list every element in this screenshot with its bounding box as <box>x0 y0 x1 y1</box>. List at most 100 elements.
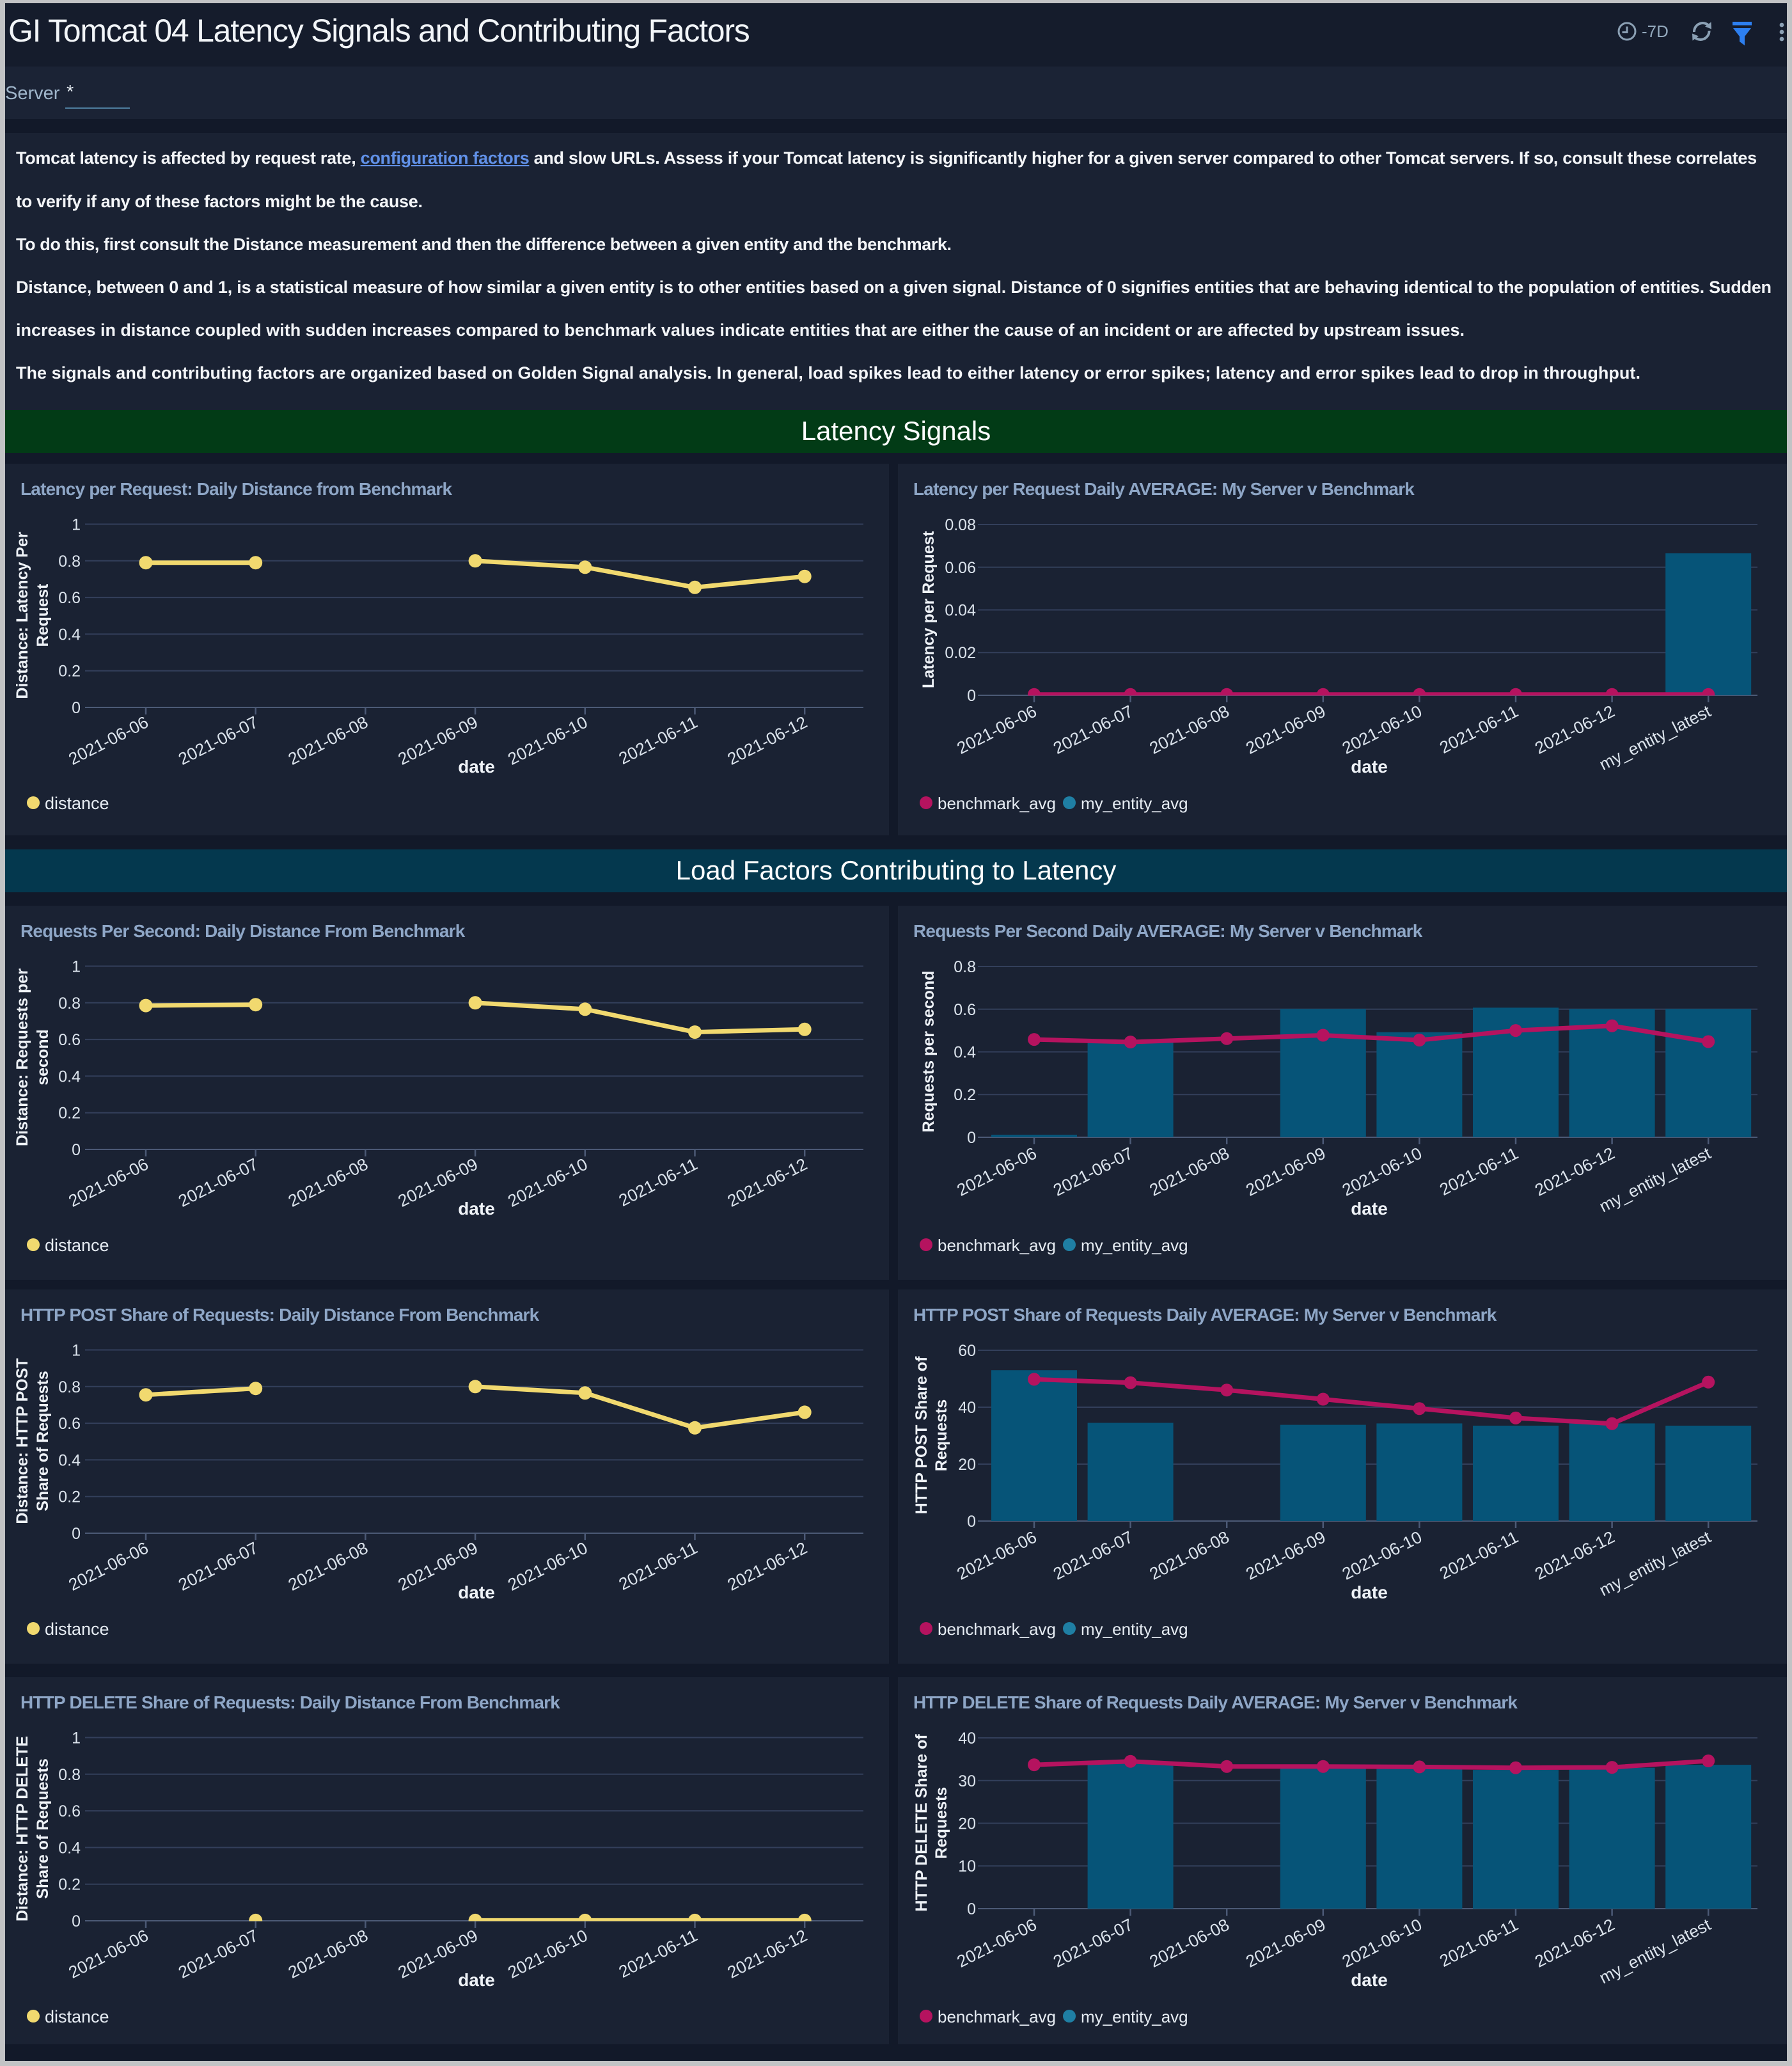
svg-text:2021-06-08: 2021-06-08 <box>285 713 371 769</box>
svg-text:30: 30 <box>958 1772 976 1790</box>
svg-text:my_entity_avg: my_entity_avg <box>1081 1236 1188 1255</box>
svg-text:20: 20 <box>958 1456 976 1474</box>
svg-text:2021-06-06: 2021-06-06 <box>65 713 151 769</box>
svg-text:0.8: 0.8 <box>58 553 81 571</box>
svg-text:Share of Requests: Share of Requests <box>34 1758 52 1899</box>
svg-text:2021-06-10: 2021-06-10 <box>505 713 590 769</box>
svg-text:0.8: 0.8 <box>954 958 976 976</box>
svg-text:0: 0 <box>967 1129 976 1147</box>
svg-text:Requests: Requests <box>932 1787 950 1859</box>
svg-text:2021-06-06: 2021-06-06 <box>954 1144 1039 1200</box>
svg-text:2021-06-10: 2021-06-10 <box>1339 1915 1425 1971</box>
svg-text:benchmark_avg: benchmark_avg <box>938 1620 1056 1639</box>
svg-text:2021-06-09: 2021-06-09 <box>1243 1915 1328 1971</box>
svg-text:2021-06-11: 2021-06-11 <box>1436 1527 1521 1583</box>
svg-text:0.4: 0.4 <box>58 626 81 643</box>
svg-text:40: 40 <box>958 1730 976 1747</box>
svg-text:Distance: HTTP DELETE: Distance: HTTP DELETE <box>13 1736 31 1921</box>
svg-text:0.2: 0.2 <box>58 663 81 681</box>
svg-text:date: date <box>1351 1199 1388 1218</box>
svg-text:2021-06-11: 2021-06-11 <box>1436 1144 1521 1199</box>
svg-text:0: 0 <box>72 1912 81 1930</box>
svg-text:0.02: 0.02 <box>945 644 976 662</box>
svg-text:date: date <box>458 1970 495 1990</box>
svg-text:0.6: 0.6 <box>58 1031 81 1049</box>
svg-text:2021-06-09: 2021-06-09 <box>1243 1527 1328 1584</box>
svg-text:0.4: 0.4 <box>58 1451 81 1469</box>
svg-text:2021-06-12: 2021-06-12 <box>725 1538 810 1595</box>
svg-text:1: 1 <box>72 958 81 976</box>
svg-text:2021-06-12: 2021-06-12 <box>1532 1915 1617 1971</box>
svg-text:HTTP POST Share of: HTTP POST Share of <box>913 1356 931 1514</box>
svg-text:20: 20 <box>958 1815 976 1833</box>
svg-text:benchmark_avg: benchmark_avg <box>938 794 1056 813</box>
svg-text:2021-06-10: 2021-06-10 <box>1339 702 1425 758</box>
svg-text:2021-06-11: 2021-06-11 <box>1436 1915 1521 1971</box>
svg-text:2021-06-08: 2021-06-08 <box>285 1155 371 1211</box>
svg-text:2021-06-06: 2021-06-06 <box>65 1926 151 1982</box>
svg-text:distance: distance <box>45 1620 109 1639</box>
svg-text:distance: distance <box>45 1236 109 1255</box>
svg-text:0.8: 0.8 <box>58 1378 81 1396</box>
svg-text:2021-06-12: 2021-06-12 <box>1532 1527 1617 1584</box>
svg-text:2021-06-10: 2021-06-10 <box>1339 1527 1425 1584</box>
svg-text:Distance: Requests per: Distance: Requests per <box>13 968 31 1146</box>
svg-text:0.8: 0.8 <box>58 1766 81 1784</box>
svg-text:0.6: 0.6 <box>58 1802 81 1820</box>
svg-text:2021-06-10: 2021-06-10 <box>505 1155 590 1211</box>
svg-text:date: date <box>458 1582 495 1602</box>
svg-text:2021-06-07: 2021-06-07 <box>175 1155 261 1211</box>
svg-text:2021-06-11: 2021-06-11 <box>616 1155 701 1210</box>
svg-text:0: 0 <box>72 1525 81 1543</box>
svg-text:Request: Request <box>34 583 52 647</box>
svg-text:2021-06-08: 2021-06-08 <box>285 1538 371 1595</box>
svg-text:2021-06-10: 2021-06-10 <box>1339 1144 1425 1200</box>
svg-text:2021-06-07: 2021-06-07 <box>175 713 261 769</box>
svg-text:1: 1 <box>72 1342 81 1360</box>
svg-text:0: 0 <box>967 1513 976 1531</box>
svg-text:2021-06-06: 2021-06-06 <box>65 1538 151 1595</box>
svg-text:2021-06-06: 2021-06-06 <box>65 1155 151 1211</box>
svg-text:2021-06-08: 2021-06-08 <box>1147 1915 1232 1971</box>
svg-text:2021-06-08: 2021-06-08 <box>285 1926 371 1982</box>
svg-text:0.6: 0.6 <box>954 1001 976 1019</box>
svg-text:0.4: 0.4 <box>58 1839 81 1857</box>
svg-text:0.8: 0.8 <box>58 995 81 1013</box>
svg-text:0: 0 <box>967 1900 976 1918</box>
svg-text:Share of Requests: Share of Requests <box>34 1371 52 1511</box>
svg-text:date: date <box>1351 1970 1388 1990</box>
svg-text:2021-06-10: 2021-06-10 <box>505 1926 590 1982</box>
svg-text:0.4: 0.4 <box>954 1044 976 1062</box>
svg-text:2021-06-07: 2021-06-07 <box>175 1926 261 1982</box>
svg-text:2021-06-08: 2021-06-08 <box>1147 1527 1232 1584</box>
svg-text:second: second <box>34 1029 52 1085</box>
svg-text:date: date <box>1351 757 1388 777</box>
svg-text:0.6: 0.6 <box>58 1415 81 1433</box>
svg-text:2021-06-08: 2021-06-08 <box>1147 702 1232 758</box>
svg-text:my_entity_avg: my_entity_avg <box>1081 1620 1188 1639</box>
svg-text:2021-06-12: 2021-06-12 <box>725 713 810 769</box>
svg-text:Requests per second: Requests per second <box>920 971 938 1133</box>
svg-text:date: date <box>1351 1582 1388 1602</box>
svg-text:my_entity_avg: my_entity_avg <box>1081 2007 1188 2026</box>
svg-text:2021-06-11: 2021-06-11 <box>616 1926 701 1982</box>
svg-text:-7D: -7D <box>1642 22 1669 41</box>
svg-text:0.04: 0.04 <box>945 602 976 620</box>
svg-text:0.2: 0.2 <box>58 1876 81 1894</box>
svg-text:2021-06-11: 2021-06-11 <box>616 713 701 768</box>
svg-text:1: 1 <box>72 516 81 534</box>
svg-text:Latency per Request: Latency per Request <box>920 530 938 688</box>
svg-text:2021-06-08: 2021-06-08 <box>1147 1144 1232 1200</box>
svg-text:date: date <box>458 757 495 777</box>
svg-text:2021-06-07: 2021-06-07 <box>175 1538 261 1595</box>
svg-text:2021-06-11: 2021-06-11 <box>1436 702 1521 757</box>
svg-text:distance: distance <box>45 794 109 813</box>
svg-text:2021-06-07: 2021-06-07 <box>1050 1144 1136 1200</box>
svg-text:Distance: HTTP POST: Distance: HTTP POST <box>13 1358 31 1524</box>
svg-text:HTTP DELETE Share of: HTTP DELETE Share of <box>913 1734 931 1912</box>
svg-text:40: 40 <box>958 1399 976 1417</box>
svg-text:0.2: 0.2 <box>954 1086 976 1104</box>
svg-text:60: 60 <box>958 1342 976 1360</box>
svg-text:2021-06-12: 2021-06-12 <box>725 1926 810 1982</box>
svg-text:Distance: Latency Per: Distance: Latency Per <box>13 532 31 698</box>
